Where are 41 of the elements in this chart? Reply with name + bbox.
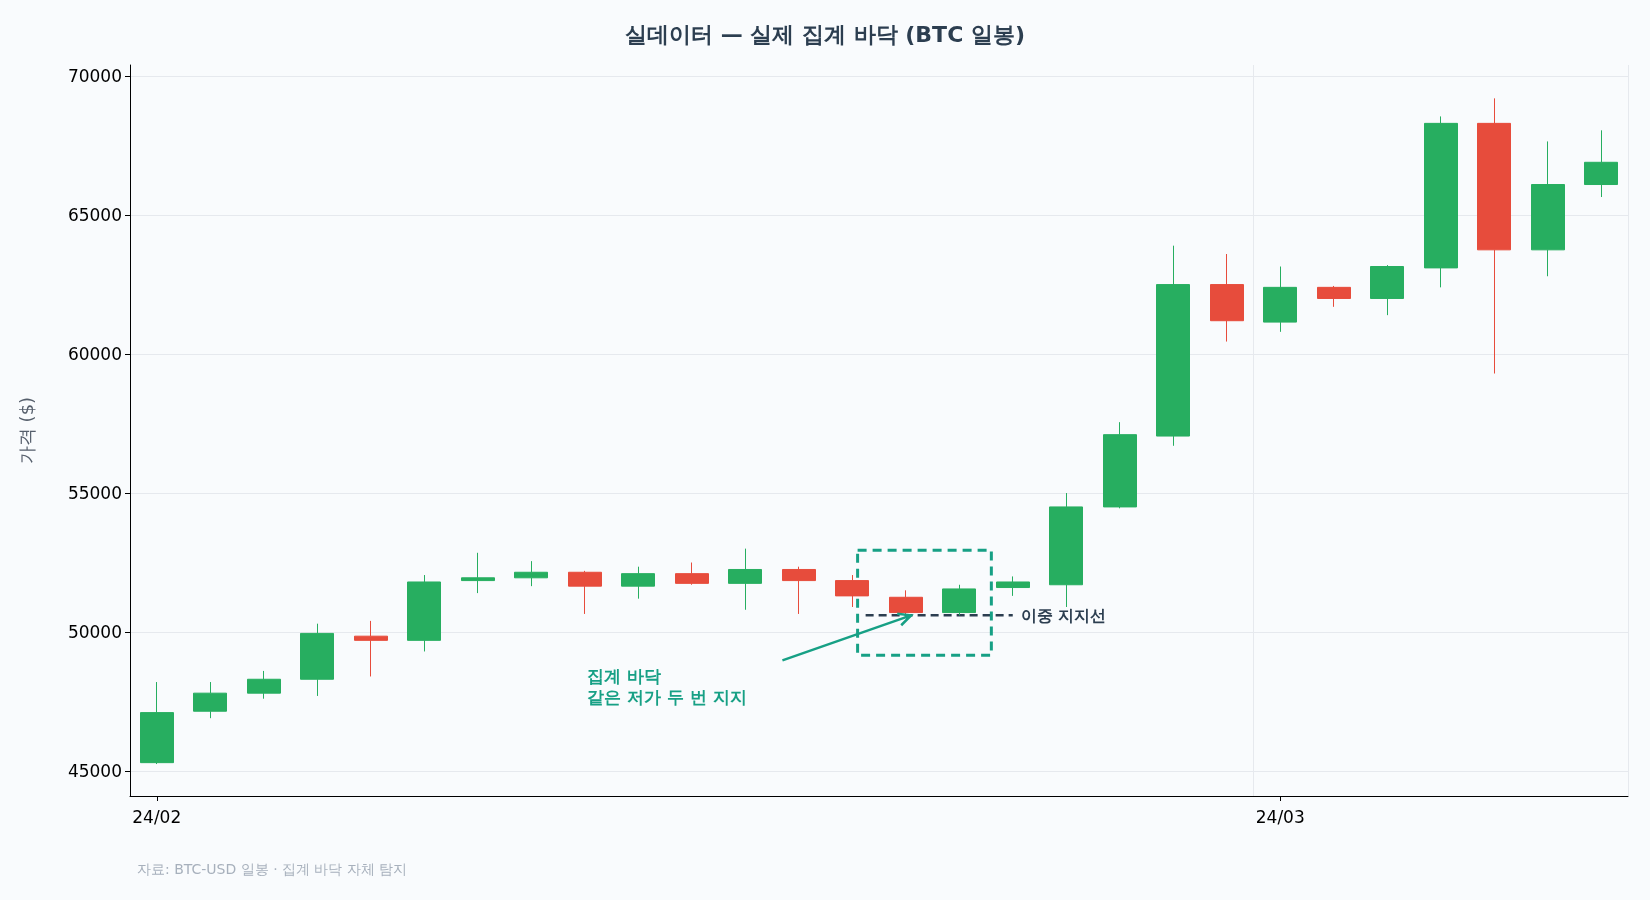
candlestick: [1424, 115, 1458, 288]
candlestick: [1317, 285, 1351, 308]
y-tick-label: 50000: [67, 622, 122, 643]
candlestick: [996, 575, 1030, 597]
candlestick: [140, 681, 174, 765]
candlestick: [728, 548, 762, 611]
x-tick-label: 24/03: [1255, 806, 1305, 827]
candlestick: [1263, 266, 1297, 333]
text: 자료: BTC-USD 일봉 · 집계 바닥 자체 탐지: [137, 861, 408, 877]
candlestick: [942, 584, 976, 616]
candlestick: [675, 562, 709, 586]
candlestick: [1156, 245, 1190, 447]
annotation: 집계 바닥 같은 저가 두 번 지지: [587, 665, 748, 707]
candlestick: [1370, 264, 1404, 316]
y-axis-title: 가격 ($): [15, 396, 37, 465]
candlestick: [300, 623, 334, 697]
candlestick: [1531, 140, 1565, 277]
candlestick: [1584, 129, 1618, 198]
candlestick: [247, 670, 281, 700]
chart-title: 실데이터 — 실제 집계 바닥 (BTC 일봉): [625, 21, 1025, 47]
y-tick-label: 55000: [67, 483, 122, 504]
x-tick-label: 24/02: [132, 806, 182, 827]
candlestick: [1477, 97, 1511, 375]
y-tick-label: 60000: [67, 344, 122, 365]
candlestick: [568, 570, 602, 615]
candlestick: [193, 681, 227, 719]
y-tick-label: 45000: [67, 760, 122, 781]
candlestick: [354, 620, 388, 677]
candlestick: [1049, 492, 1083, 608]
candlestick: [835, 574, 869, 608]
candlestick: [1210, 253, 1244, 343]
candlestick: [461, 552, 495, 594]
ref-line-label: 이중 지지선: [1020, 605, 1107, 625]
y-tick-label: 65000: [67, 205, 122, 226]
candlestick: [782, 566, 816, 615]
candlestick: [889, 589, 923, 616]
candlestick: [514, 560, 548, 587]
candlestick: [1103, 421, 1137, 509]
candlestick: [621, 566, 655, 600]
y-tick-label: 70000: [67, 66, 122, 87]
candlestick: [407, 574, 441, 652]
